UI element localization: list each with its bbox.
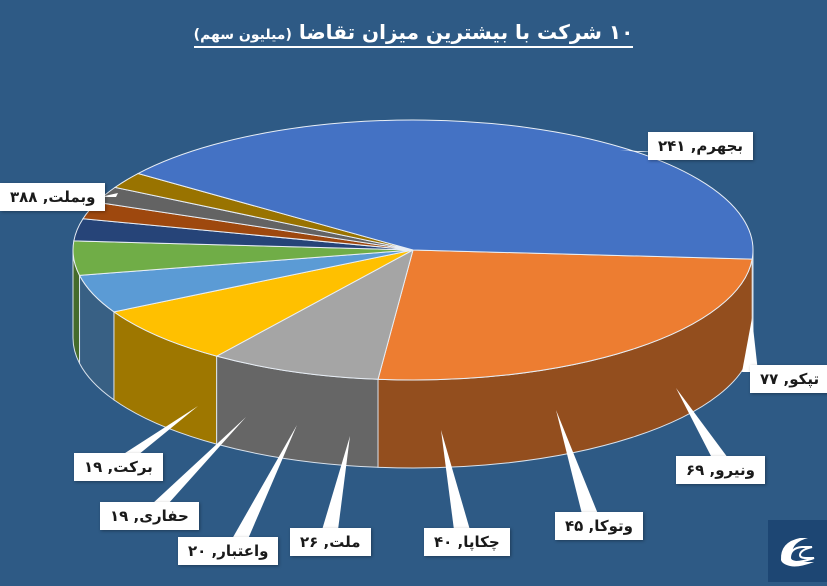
slice-10-category-label: وبملت, <box>37 188 96 206</box>
chart-title: ۱۰ شرکت با بیشترین میزان تقاضا (میلیون س… <box>0 20 827 48</box>
slice-7-category-label: واعتبار, <box>206 542 269 560</box>
slice-1-leader <box>620 150 656 152</box>
slice-6-data-label: ملت, ۲۶ <box>290 528 371 556</box>
slice-4-data-label: وتوکا, ۴۵ <box>555 512 643 540</box>
slice-6-category-label: ملت, <box>318 533 361 551</box>
slice-9-data-label: برکت, ۱۹ <box>74 453 163 481</box>
slice-1-top <box>377 249 753 381</box>
slice-2-data-label: تپکو, ۷۷ <box>750 365 827 393</box>
slice-8-leader <box>152 417 246 504</box>
slice-8-data-label: حفاری, ۱۹ <box>100 502 199 530</box>
slice-1-value-label: ۲۴۱ <box>658 137 686 155</box>
slice-3-value-label: ۶۹ <box>686 461 705 479</box>
slice-7-leader <box>232 425 297 539</box>
slice-3-category-label: ونیرو, <box>704 461 755 479</box>
slice-10-data-label: وبملت, ۳۸۸ <box>0 183 106 211</box>
slice-5-leader <box>441 430 470 530</box>
slice-3-data-label: ونیرو, ۶۹ <box>676 456 765 484</box>
slice-6-value-label: ۲۶ <box>300 533 319 551</box>
slice-7-data-label: واعتبار, ۲۰ <box>178 537 279 565</box>
slice-5-category-label: چکاپا, <box>452 533 500 551</box>
slice-5-value-label: ۴۰ <box>434 533 453 551</box>
slice-4-category-label: وتوکا, <box>583 517 633 535</box>
slice-6-leader <box>322 436 350 530</box>
chart-title-text: ۱۰ شرکت با بیشترین میزان تقاضا <box>298 20 634 44</box>
slice-2-leader <box>742 318 758 372</box>
slice-2-category-label: تپکو, <box>778 370 820 388</box>
slice-1-data-label: بجهرم, ۲۴۱ <box>648 132 754 160</box>
slice-4-leader <box>556 410 598 514</box>
slice-8-value-label: ۱۹ <box>110 507 129 525</box>
slice-3-top <box>112 249 414 357</box>
slice-8-category-label: حفاری, <box>128 507 189 525</box>
slice-3-leader <box>676 388 728 458</box>
slice-10-value-label: ۳۸۸ <box>10 188 38 206</box>
slice-9-leader <box>122 406 198 455</box>
slice-9-value-label: ۱۹ <box>84 458 103 476</box>
slice-2-top <box>215 249 414 380</box>
slice-2-value-label: ۷۷ <box>760 370 779 388</box>
slice-7-value-label: ۲۰ <box>188 542 207 560</box>
slice-9-category-label: برکت, <box>102 458 153 476</box>
chart-subtitle: (میلیون سهم) <box>193 27 292 43</box>
slice-10-top <box>136 119 754 260</box>
publisher-logo-icon <box>768 520 827 582</box>
slice-4-value-label: ۴۵ <box>565 517 584 535</box>
slice-1-category-label: بجهرم, <box>685 137 744 155</box>
slice-5-data-label: چکاپا, ۴۰ <box>424 528 510 556</box>
